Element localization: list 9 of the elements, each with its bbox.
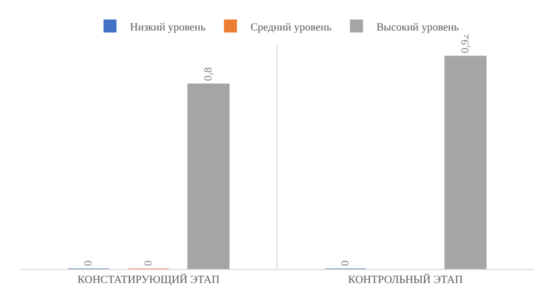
legend-label: Высокий уровень [376,21,459,34]
x-tick-label: КОНТРОЛЬНЫЙ ЭТАП [348,273,463,286]
data-label: 0,8 [202,66,214,81]
data-label: 0 [340,260,352,266]
data-label: 0 [142,260,154,266]
legend-label: Низкий уровень [130,21,206,34]
data-label: 0 [82,260,95,266]
x-tick-label: КОНСТАТИРУЮЩИЙ ЭТАП [77,273,220,286]
legend-label: Средний уровень [250,21,332,34]
